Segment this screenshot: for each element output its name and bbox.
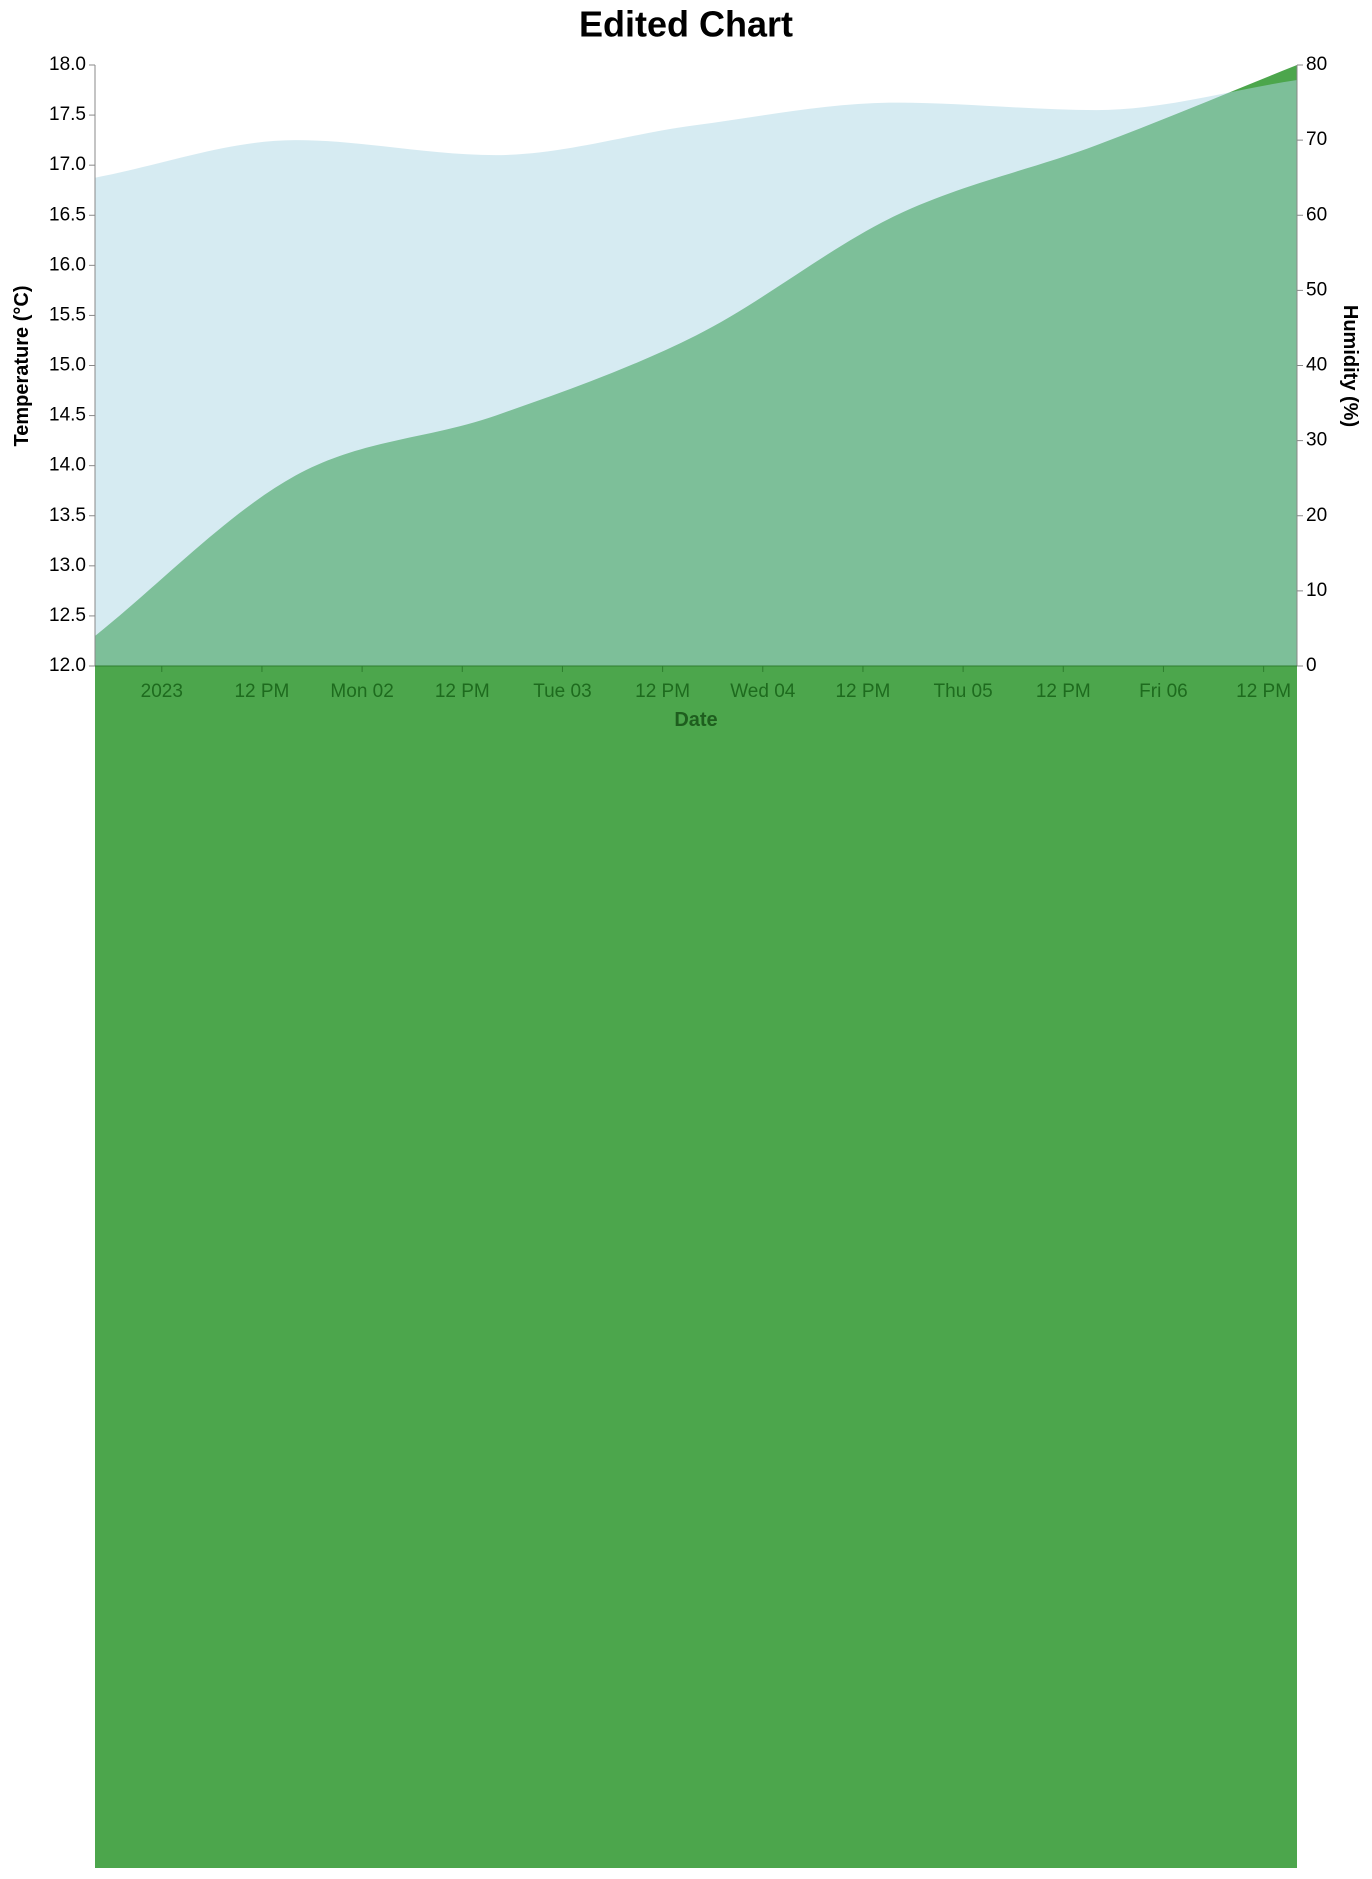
y2-tick-label: 10 [1306,580,1327,601]
y-tick-label: 15.5 [49,304,86,325]
y2-tick-label: 70 [1306,129,1327,150]
y2-tick-label: 50 [1306,279,1327,300]
y-tick-label: 14.0 [49,455,86,476]
x-axis-title: Date [674,709,717,731]
x-tick-label: 12 PM [234,681,289,702]
x-tick-label: Thu 05 [934,681,993,702]
x-tick-label: Tue 03 [533,681,591,702]
y-tick-label: 17.0 [49,154,86,175]
y-tick-label: 13.5 [49,505,86,526]
y-tick-label: 16.5 [49,204,86,225]
y2-tick-label: 40 [1306,355,1327,376]
y2-tick-label: 60 [1306,204,1327,225]
x-tick-label: 2023 [141,681,183,702]
y2-tick-label: 0 [1306,655,1317,676]
y-tick-label: 13.0 [49,555,86,576]
y-tick-label: 16.0 [49,254,86,275]
x-tick-label: 12 PM [635,681,690,702]
y-tick-label: 12.0 [49,655,86,676]
x-tick-label: 12 PM [1236,681,1291,702]
x-tick-label: Mon 02 [330,681,393,702]
y-tick-label: 18.0 [49,54,86,75]
y2-tick-label: 30 [1306,430,1327,451]
x-tick-label: 12 PM [435,681,490,702]
axes: 12.0 12.5 13.0 13.5 14.0 14.5 15.0 15.5 16.0 16.5… [49,54,1327,702]
x-tick-label: Fri 06 [1139,681,1188,702]
x-axis: 2023 12 PM Mon 02 12 PM Tue 03 12 PM Wed 04 12 … [95,665,1297,702]
area [95,80,1297,666]
chart-title: Edited Chart [579,4,793,45]
x-tick-label: 12 PM [835,681,890,702]
areas [95,65,1297,1868]
y-tick-label: 17.5 [49,104,86,125]
y-tick-label: 14.5 [49,405,86,426]
y-tick-label: 15.0 [49,355,86,376]
x-tick-label: Wed 04 [730,681,796,702]
y2-tick-label: 20 [1306,505,1327,526]
y2-axis-title: Humidity (%) [1339,305,1361,427]
y-tick-label: 12.5 [49,605,86,626]
x-tick-label: 12 PM [1036,681,1091,702]
y2-tick-label: 80 [1306,54,1327,75]
y-axis-title: Temperature (°C) [11,286,33,447]
